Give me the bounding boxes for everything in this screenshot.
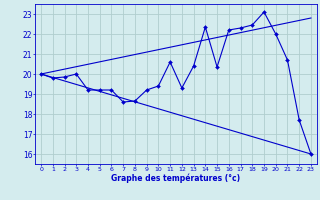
X-axis label: Graphe des températures (°c): Graphe des températures (°c) — [111, 173, 241, 183]
